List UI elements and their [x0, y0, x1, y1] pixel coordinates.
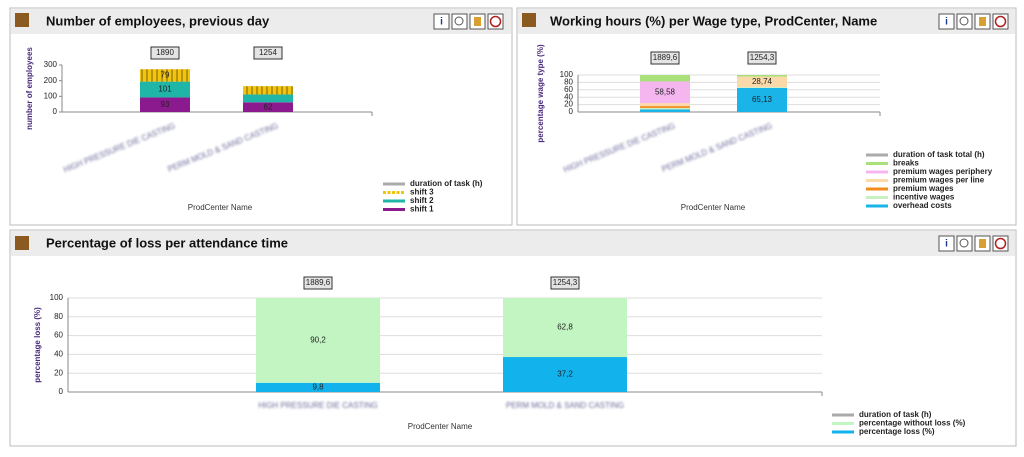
y-tick-label: 60 — [54, 331, 63, 340]
bar-segment — [503, 298, 627, 358]
total-box — [303, 276, 333, 290]
x-axis-label: ProdCenter Name — [188, 203, 253, 212]
bar-segment — [737, 87, 787, 112]
bar-segment — [140, 69, 190, 82]
x-tick-label: PERM MOLD & SAND CASTING — [506, 401, 624, 410]
bar-segment — [737, 75, 787, 77]
value-label: 101 — [158, 85, 172, 94]
y-tick-label: 40 — [564, 92, 573, 101]
bar-segment — [140, 81, 190, 98]
y-tick-label: 300 — [44, 60, 58, 69]
bar-segment — [640, 109, 690, 112]
value-label: 9,8 — [312, 383, 324, 392]
x-axis-label: ProdCenter Name — [408, 422, 473, 431]
total-box — [747, 51, 777, 65]
total-box — [550, 276, 580, 290]
legend-label: shift 3 — [410, 188, 434, 197]
value-label: 65,13 — [752, 95, 773, 104]
legend-label: duration of task (h) — [410, 179, 483, 188]
y-tick-label: 80 — [564, 78, 573, 87]
panel-icon — [15, 236, 29, 250]
bar-segment — [737, 76, 787, 88]
bar-segment — [256, 382, 380, 392]
value-label: 79 — [161, 71, 170, 80]
value-label: 90,2 — [310, 336, 326, 345]
legend-label: duration of task (h) — [859, 410, 932, 419]
bar-segment — [640, 103, 690, 107]
y-tick-label: 20 — [54, 368, 63, 377]
bar-segment — [140, 97, 190, 112]
total-label: 1890 — [156, 48, 174, 57]
bar-segment — [503, 357, 627, 392]
legend-label: incentive wages — [893, 193, 955, 202]
legend-label: premium wages per line — [893, 176, 985, 185]
bar-segment — [243, 86, 293, 95]
legend-label: shift 1 — [410, 205, 434, 214]
y-tick-label: 20 — [564, 100, 573, 109]
total-box — [150, 46, 180, 60]
panel-icon — [522, 13, 536, 27]
panel: Working hours (%) per Wage type, ProdCen… — [516, 7, 1017, 226]
total-label: 1254,3 — [750, 53, 775, 62]
y-tick-label: 100 — [50, 293, 64, 302]
legend-label: overhead costs — [893, 201, 952, 210]
y-axis-label: percentage wage type (%) — [536, 44, 545, 143]
total-box — [253, 46, 283, 60]
y-tick-label: 40 — [54, 350, 63, 359]
y-tick-label: 100 — [44, 91, 58, 100]
bar-segment — [640, 106, 690, 108]
bar-segment — [640, 75, 690, 82]
y-axis-label: percentage loss (%) — [33, 307, 42, 383]
panel-title: Working hours (%) per Wage type, ProdCen… — [550, 13, 877, 28]
bar-segment — [640, 81, 690, 104]
panel-title: Number of employees, previous day — [46, 13, 270, 28]
panel: Number of employees, previous day — [9, 7, 513, 226]
bar-segment — [243, 102, 293, 112]
total-box — [650, 51, 680, 65]
value-label: 93 — [161, 100, 170, 109]
y-tick-label: 80 — [54, 312, 63, 321]
panel: Percentage of loss per attendance time — [9, 229, 1017, 447]
total-label: 1889,6 — [306, 278, 331, 287]
legend-label: duration of task total (h) — [893, 150, 985, 159]
x-axis-label: ProdCenter Name — [681, 203, 746, 212]
total-label: 1254,3 — [553, 278, 578, 287]
y-axis-label: number of employees — [25, 47, 34, 130]
legend-label: percentage without loss (%) — [859, 419, 966, 428]
y-tick-label: 100 — [560, 70, 574, 79]
value-label: 62 — [264, 102, 273, 111]
y-tick-label: 60 — [564, 85, 573, 94]
y-tick-label: 0 — [59, 387, 64, 396]
y-tick-label: 0 — [569, 107, 574, 116]
legend-label: shift 2 — [410, 196, 434, 205]
y-tick-label: 200 — [44, 76, 58, 85]
total-label: 1254 — [259, 48, 277, 57]
value-label: 28,74 — [752, 77, 773, 86]
y-tick-label: 0 — [53, 107, 58, 116]
bar-segment — [737, 87, 787, 88]
value-label: 37,2 — [557, 370, 573, 379]
legend-label: breaks — [893, 159, 919, 168]
panel-title: Percentage of loss per attendance time — [46, 235, 288, 250]
legend-label: premium wages — [893, 184, 954, 193]
legend-label: premium wages periphery — [893, 167, 993, 176]
bar-segment — [243, 94, 293, 103]
bar-segment — [640, 107, 690, 110]
value-label: 58,58 — [655, 87, 676, 96]
bar-segment — [256, 298, 380, 383]
x-tick-label: HIGH PRESSURE DIE CASTING — [258, 401, 378, 410]
legend-label: percentage loss (%) — [859, 427, 935, 436]
panel-icon — [15, 13, 29, 27]
total-label: 1889,6 — [653, 53, 678, 62]
value-label: 62,8 — [557, 323, 573, 332]
